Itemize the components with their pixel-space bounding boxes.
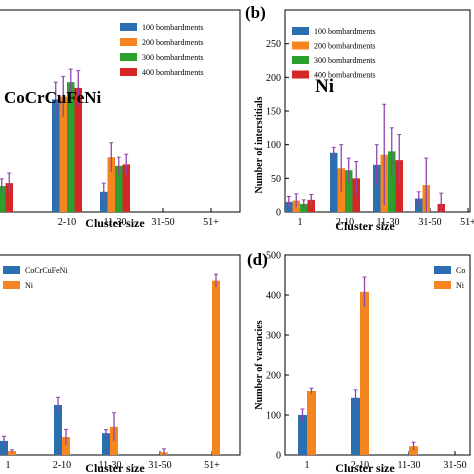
panel-b: (b) Number of interstitials 0 50 100 150 200… — [245, 3, 474, 233]
panel-d-legend-swatch — [434, 266, 451, 274]
panel-b-bar — [388, 151, 396, 212]
panel-b-ytick-label: 100 — [266, 140, 281, 151]
panel-a-xtick-label: 31-50 — [151, 217, 174, 228]
panel-b-legend-label: 200 bombardments — [314, 42, 376, 51]
panel-b-bar — [330, 152, 338, 212]
panel-a-annotation: CoCrCuFeNi — [4, 88, 102, 107]
panel-d-ytick-label: 100 — [266, 411, 281, 422]
panel-d-bar — [351, 397, 360, 455]
panel-a-bar — [67, 82, 75, 213]
panel-b-label: (b) — [245, 3, 266, 22]
panel-c-bar — [102, 433, 110, 455]
panel-c-xtick-label: 11-30 — [99, 460, 122, 471]
panel-a-bar — [5, 183, 13, 212]
panel-d-frame — [284, 254, 471, 456]
panel-a-bar — [107, 157, 115, 212]
panel-b-bar — [307, 199, 315, 212]
panel-a-legend-swatch — [120, 68, 137, 76]
panel-b-xtick-label: 51+ — [460, 217, 474, 228]
panel-c: 1 2-10 11-30 31-50 51+ CoCrCuFeNi Ni Cluster s… — [0, 254, 241, 474]
panel-d-ylabel: Number of vacancies — [254, 320, 265, 409]
panel-c-xtick-label: 51+ — [204, 460, 220, 471]
panel-c-xtick-label: 2-10 — [53, 460, 71, 471]
panel-c-xtick-label: 31-50 — [148, 460, 171, 471]
panel-a-legend-label: 400 bombardments — [142, 68, 204, 77]
panel-b-xtick-label: 2-10 — [336, 217, 354, 228]
panel-a-bar — [0, 186, 6, 212]
panel-d-label: (d) — [247, 250, 268, 269]
panel-a-bar — [59, 96, 67, 212]
panel-b-bar — [395, 160, 403, 212]
panel-d-bar — [360, 291, 369, 455]
panel-d-ytick-label: 300 — [266, 331, 281, 342]
panel-b-ylabel: Number of interstitials — [254, 96, 265, 193]
panel-b-legend-label: 400 bombardments — [314, 71, 376, 80]
panel-c-legend-label: CoCrCuFeNi — [25, 266, 68, 275]
panel-c-legend-label: Ni — [25, 281, 34, 290]
panel-a-bar — [52, 99, 60, 212]
panel-d-ytick-label: 400 — [266, 291, 281, 302]
panel-a-legend-label: 300 bombardments — [142, 53, 204, 62]
panel-b-xtick-label: 31-50 — [418, 217, 441, 228]
panel-d: (d) Number of vacancies 0 100 200 300 400 500… — [247, 250, 471, 474]
panel-a-legend-swatch — [120, 23, 137, 31]
panel-c-xtick-label: 1 — [6, 460, 11, 471]
panel-c-bar — [8, 451, 16, 455]
panel-b-bar — [345, 170, 353, 212]
panel-c-legend-swatch — [3, 281, 20, 289]
panel-c-legend-swatch — [3, 266, 20, 274]
panel-d-ytick-label: 200 — [266, 371, 281, 382]
panel-b-xtick-label: 11-30 — [377, 217, 400, 228]
panel-a-bar — [100, 191, 108, 212]
panel-d-bar — [298, 415, 307, 455]
panel-a-bar — [74, 87, 82, 212]
panel-d-xtick-label: 1 — [305, 460, 310, 471]
panel-d-ytick-label: 500 — [266, 251, 281, 262]
panel-b-xtick-label: 1 — [298, 217, 303, 228]
panel-d-xtick-label: 31-50 — [443, 460, 466, 471]
panel-a-xtick-label: 11-30 — [104, 217, 127, 228]
panel-a-legend-label: 200 bombardments — [142, 38, 204, 47]
panel-d-ytick-label: 0 — [276, 451, 281, 462]
panel-b-ytick-label: 50 — [271, 174, 281, 185]
panel-a: 1 2-10 11-30 31-50 51+ 100 bombardments 200 bo… — [0, 9, 241, 230]
panel-b-annotation: Ni — [315, 76, 334, 97]
panel-d-legend-swatch — [434, 281, 451, 289]
panel-b-legend-label: 300 bombardments — [314, 56, 376, 65]
panel-b-legend-swatch — [292, 70, 309, 79]
panel-c-bar — [212, 280, 220, 455]
panel-a-xtick-label: 1 — [0, 217, 1, 228]
panel-a-legend-swatch — [120, 38, 137, 46]
panel-a-legend-label: 100 bombardments — [142, 23, 204, 32]
panel-a-xtick-label: 51+ — [203, 217, 219, 228]
panel-b-ytick-label: 250 — [266, 39, 281, 50]
panel-c-bar — [0, 440, 8, 455]
panel-b-xlabel: Cluster size — [335, 219, 395, 233]
panel-a-bar — [115, 165, 123, 212]
panel-d-legend-label: Ni — [456, 281, 465, 290]
panel-b-ytick-label: 200 — [266, 73, 281, 84]
panel-b-legend-swatch — [292, 56, 309, 64]
panel-d-legend-label: Co — [456, 266, 465, 275]
panel-b-bar — [373, 164, 381, 212]
panel-a-xlabel: Cluster size — [85, 216, 145, 230]
panel-c-xlabel: Cluster size — [85, 461, 145, 474]
panel-d-bar — [409, 446, 418, 455]
panel-d-xtick-label: 2-10 — [351, 460, 369, 471]
panel-b-legend-swatch — [292, 27, 309, 35]
panel-a-bar — [122, 164, 130, 212]
panel-c-frame — [0, 254, 241, 456]
panel-b-legend-label: 100 bombardments — [314, 27, 376, 36]
panel-d-xlabel: Cluster size — [335, 461, 395, 474]
panel-d-bar — [307, 391, 316, 455]
panel-a-legend-swatch — [120, 53, 137, 61]
panel-c-bar — [62, 437, 70, 455]
panel-b-legend-swatch — [292, 41, 309, 50]
panel-a-xtick-label: 2-10 — [58, 217, 76, 228]
panel-c-bar — [54, 405, 62, 455]
panel-d-xtick-label: 11-30 — [398, 460, 421, 471]
panel-b-ytick-label: 150 — [266, 107, 281, 118]
panel-b-ytick-label: 0 — [276, 208, 281, 219]
